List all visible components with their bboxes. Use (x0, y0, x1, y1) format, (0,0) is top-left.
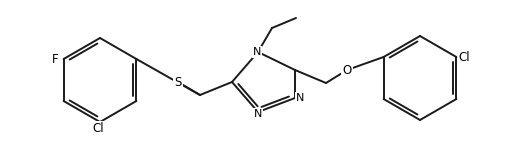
Text: N: N (296, 93, 304, 103)
Text: F: F (52, 52, 59, 65)
Text: S: S (174, 75, 181, 89)
Text: O: O (343, 63, 351, 76)
Text: Cl: Cl (459, 50, 470, 63)
Text: N: N (253, 47, 261, 57)
Text: N: N (254, 109, 262, 119)
Text: Cl: Cl (92, 122, 104, 134)
Text: F: F (52, 52, 59, 65)
